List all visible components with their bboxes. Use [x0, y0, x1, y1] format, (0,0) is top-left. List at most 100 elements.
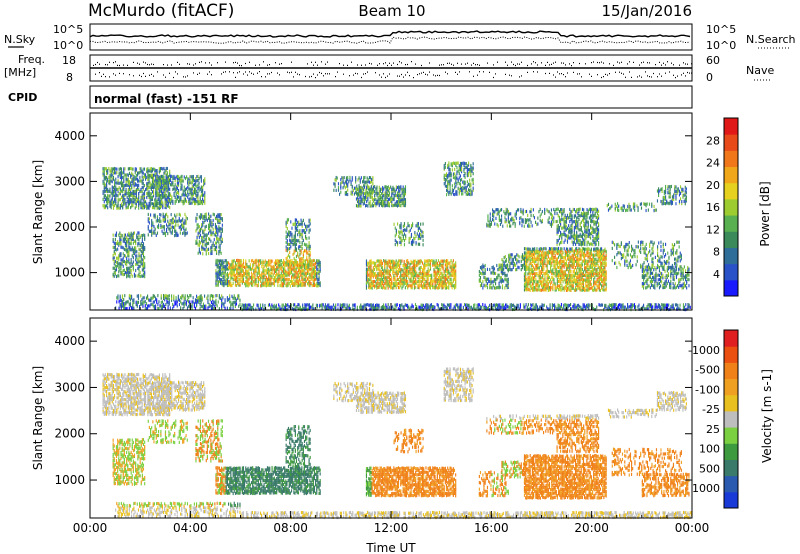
range-cell: [375, 192, 376, 195]
range-cell: [160, 196, 161, 199]
range-cell: [438, 264, 439, 267]
range-cell: [282, 266, 283, 269]
range-cell: [235, 283, 236, 286]
range-cell: [170, 198, 171, 201]
range-cell: [495, 272, 496, 275]
range-cell: [144, 190, 145, 193]
range-cell: [144, 271, 145, 274]
range-cell: [414, 260, 415, 263]
range-cell: [453, 259, 454, 262]
nave-point: [657, 76, 658, 77]
range-cell: [357, 192, 358, 195]
range-cell: [480, 272, 481, 275]
range-cell: [171, 175, 172, 178]
range-cell: [221, 268, 222, 271]
range-cell: [529, 248, 530, 251]
range-cell: [197, 223, 198, 226]
range-cell: [298, 273, 299, 276]
range-cell: [119, 252, 120, 255]
nave-point: [467, 63, 468, 64]
nsky-label: N.Sky: [4, 33, 36, 46]
range-cell: [180, 175, 181, 178]
nave-point: [691, 73, 692, 74]
range-cell: [493, 284, 494, 287]
range-cell: [448, 180, 449, 183]
range-cell: [313, 259, 314, 262]
range-cell: [249, 272, 250, 275]
range-cell: [236, 284, 237, 287]
range-cell: [446, 193, 447, 196]
range-cell: [196, 175, 197, 178]
nave-point: [279, 74, 280, 75]
range-cell: [270, 277, 271, 280]
range-cell: [296, 243, 297, 246]
range-cell: [301, 222, 302, 225]
range-cell: [452, 168, 453, 171]
range-cell: [120, 246, 121, 249]
range-cell: [496, 264, 497, 267]
range-cell: [386, 204, 387, 207]
range-cell: [479, 274, 480, 277]
range-cell: [438, 259, 439, 262]
range-cell: [376, 274, 377, 277]
range-cell: [154, 173, 155, 176]
range-cell: [116, 248, 117, 251]
range-cell: [423, 243, 424, 246]
range-cell: [227, 267, 228, 270]
range-cell: [115, 242, 116, 245]
range-cell: [316, 265, 317, 268]
range-cell: [305, 243, 306, 246]
range-cell: [138, 242, 139, 245]
nave-point: [141, 76, 142, 77]
range-cell: [132, 190, 133, 193]
range-cell: [213, 219, 214, 222]
range-cell: [163, 175, 164, 178]
range-cell: [306, 247, 307, 250]
range-cell: [200, 213, 201, 216]
range-cell: [221, 213, 222, 216]
range-cell: [119, 268, 120, 271]
range-cell: [487, 282, 488, 285]
range-cell: [236, 259, 237, 262]
range-cell: [138, 171, 139, 174]
range-cell: [221, 252, 222, 255]
nave-point: [327, 62, 328, 63]
range-cell: [399, 186, 400, 189]
range-cell: [266, 261, 267, 264]
nave-point: [193, 65, 194, 66]
range-cell: [272, 282, 273, 285]
range-cell: [451, 179, 452, 182]
range-cell: [297, 261, 298, 264]
range-cell: [136, 168, 137, 171]
range-cell: [135, 274, 136, 277]
range-cell: [113, 234, 114, 237]
range-cell: [230, 263, 231, 266]
range-cell: [287, 227, 288, 230]
nave-point: [315, 62, 316, 63]
range-cell: [303, 229, 304, 232]
range-cell: [168, 175, 169, 178]
range-cell: [303, 251, 304, 254]
range-cell: [108, 176, 109, 179]
range-cell: [175, 216, 176, 219]
nave-point: [493, 64, 494, 65]
range-cell: [506, 264, 507, 267]
range-cell: [115, 178, 116, 181]
range-cell: [181, 219, 182, 222]
range-cell: [368, 266, 369, 269]
range-cell: [373, 280, 374, 283]
range-cell: [123, 252, 124, 255]
range-cell: [129, 266, 130, 269]
range-cell: [431, 284, 432, 287]
range-cell: [136, 261, 137, 264]
range-cell: [278, 260, 279, 263]
range-cell: [179, 196, 180, 199]
range-cell: [131, 172, 132, 175]
range-cell: [142, 258, 143, 261]
nave-point: [509, 75, 510, 76]
range-cell: [197, 179, 198, 182]
range-cell: [533, 286, 534, 289]
nave-point: [593, 61, 594, 62]
range-cell: [215, 269, 216, 272]
range-cell: [483, 265, 484, 268]
